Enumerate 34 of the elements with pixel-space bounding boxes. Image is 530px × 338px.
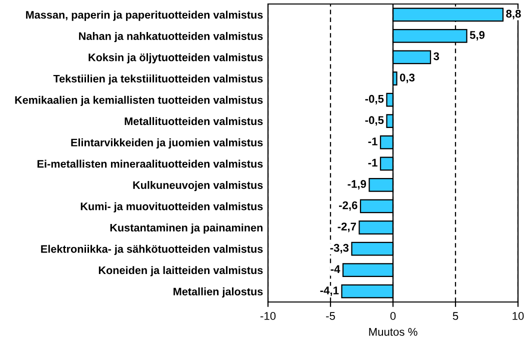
x-tick-label: -10 (260, 312, 276, 320)
x-tick-label: 5 (452, 312, 458, 320)
y-tick-label: Elektroniikka- ja sähkötuotteiden valmistus (41, 244, 263, 255)
data-label: 3 (434, 52, 440, 60)
y-tick-label: Tekstiilien ja tekstiilituotteiden valmistus (53, 74, 263, 85)
data-label: 5,9 (470, 31, 485, 41)
data-label: -0,5 (365, 94, 384, 104)
y-tick-label: Koksin ja öljytuotteiden valmistus (88, 53, 263, 64)
data-label: -4,1 (320, 286, 339, 296)
x-axis-title: Muutos % (369, 328, 418, 336)
data-label: -1 (368, 138, 378, 146)
y-tick-label: Massan, paperin ja paperituotteiden valmistus (26, 10, 263, 21)
y-tick-label: Kulkuneuvojen valmistus (133, 181, 263, 192)
data-label: -2,6 (339, 201, 358, 211)
y-tick-label: Kumi- ja muovituotteiden valmistus (80, 202, 263, 212)
y-tick-label: Kemikaalien ja kemiallisten tuotteiden valmistus (15, 96, 263, 106)
y-tick-label: Nahan ja nahkatuotteiden valmistus (79, 32, 263, 42)
data-label: 8,8 (506, 10, 521, 20)
y-tick-label: Ei-metallisten mineraalituotteiden valmistus (38, 160, 263, 168)
data-label: -0,5 (365, 116, 384, 126)
y-tick-label: Metallien jalostus (174, 287, 263, 298)
y-tick-label: Kustantaminen ja painaminen (110, 224, 262, 234)
data-label: -1 (368, 158, 378, 167)
data-label: 0,3 (400, 74, 415, 84)
x-tick-label: 10 (512, 312, 524, 320)
y-tick-label: Elintarvikkeiden ja juomien valmistus (71, 138, 263, 149)
data-label: -3,3 (330, 244, 349, 254)
x-tick-label: 0 (390, 312, 396, 320)
x-tick-label: -5 (326, 312, 335, 320)
y-tick-label: Metallituotteiden valmistus (124, 117, 263, 126)
data-label: -2,7 (338, 222, 356, 232)
y-tick-label: Koneiden ja laitteiden valmistus (98, 266, 263, 276)
data-label: -1,9 (348, 180, 366, 190)
data-label: -4 (330, 265, 340, 273)
